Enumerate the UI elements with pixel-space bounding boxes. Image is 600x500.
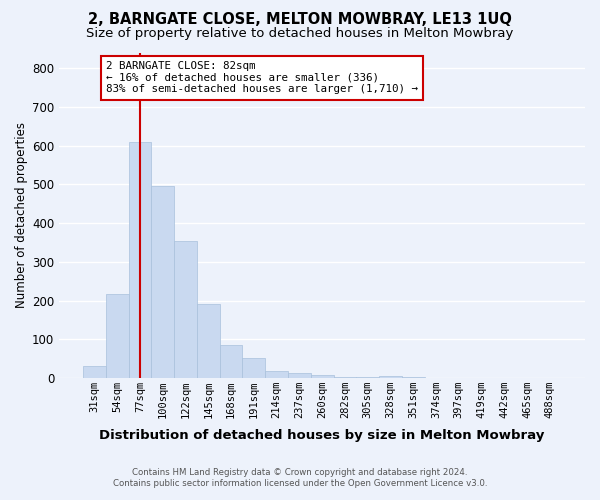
Bar bbox=[402, 376, 425, 378]
Bar bbox=[128, 142, 151, 378]
Y-axis label: Number of detached properties: Number of detached properties bbox=[15, 122, 28, 308]
X-axis label: Distribution of detached houses by size in Melton Mowbray: Distribution of detached houses by size … bbox=[100, 430, 545, 442]
Text: Size of property relative to detached houses in Melton Mowbray: Size of property relative to detached ho… bbox=[86, 28, 514, 40]
Bar bbox=[265, 371, 288, 378]
Bar bbox=[356, 376, 379, 378]
Bar bbox=[151, 186, 174, 378]
Bar bbox=[220, 345, 242, 378]
Bar bbox=[242, 358, 265, 378]
Bar bbox=[83, 366, 106, 378]
Bar bbox=[311, 376, 334, 378]
Bar bbox=[106, 294, 128, 378]
Bar bbox=[174, 240, 197, 378]
Bar bbox=[288, 374, 311, 378]
Bar bbox=[197, 304, 220, 378]
Bar bbox=[379, 376, 402, 378]
Text: 2, BARNGATE CLOSE, MELTON MOWBRAY, LE13 1UQ: 2, BARNGATE CLOSE, MELTON MOWBRAY, LE13 … bbox=[88, 12, 512, 28]
Text: 2 BARNGATE CLOSE: 82sqm
← 16% of detached houses are smaller (336)
83% of semi-d: 2 BARNGATE CLOSE: 82sqm ← 16% of detache… bbox=[106, 61, 418, 94]
Text: Contains HM Land Registry data © Crown copyright and database right 2024.
Contai: Contains HM Land Registry data © Crown c… bbox=[113, 468, 487, 487]
Bar bbox=[334, 376, 356, 378]
